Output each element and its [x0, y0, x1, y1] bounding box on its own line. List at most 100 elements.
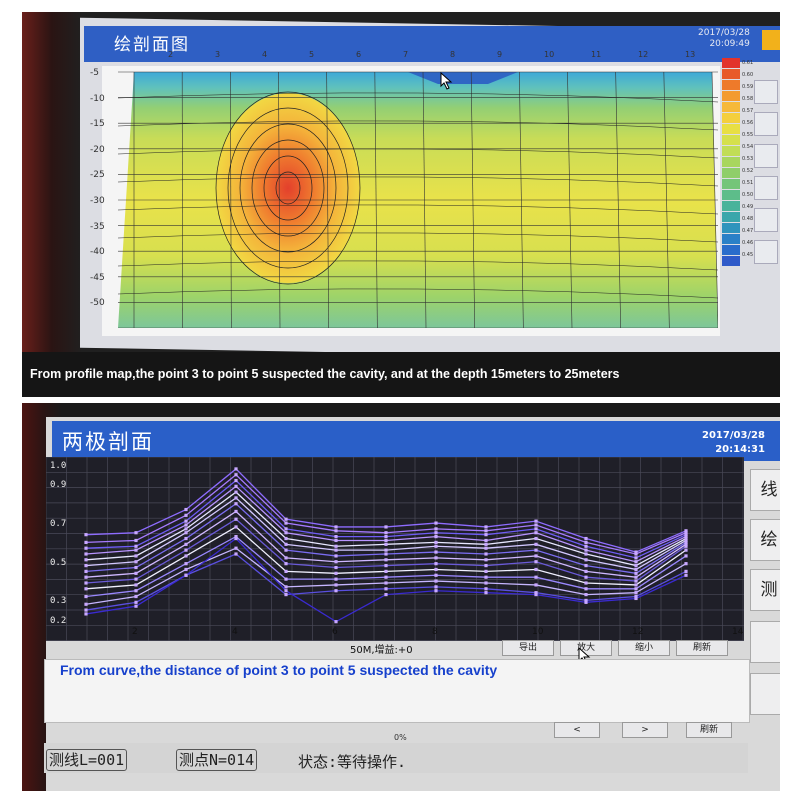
data-point: [334, 548, 338, 552]
data-point: [234, 502, 238, 506]
data-point: [134, 604, 138, 608]
data-point: [484, 552, 488, 556]
contour-line: [227, 107, 349, 269]
refresh-list-button[interactable]: 刷新: [686, 722, 732, 738]
data-point: [334, 560, 338, 564]
data-point: [184, 531, 188, 535]
data-point: [434, 550, 438, 554]
data-point: [484, 575, 488, 579]
data-point: [184, 573, 188, 577]
y-tick: 0.5: [50, 557, 67, 568]
right-button-4[interactable]: [750, 621, 780, 663]
data-point: [284, 527, 288, 531]
colorbar-label: 0.51: [742, 180, 754, 186]
right-button-5[interactable]: [750, 673, 780, 715]
profile-caption-bar: [22, 352, 780, 397]
data-point: [284, 593, 288, 597]
data-point: [584, 544, 588, 548]
side-button-3[interactable]: [754, 144, 778, 168]
contour-line: [118, 204, 718, 215]
data-point: [384, 575, 388, 579]
side-button-2[interactable]: [754, 112, 778, 136]
data-point: [434, 527, 438, 531]
profile-date: 2017/03/28: [698, 28, 750, 38]
data-point: [384, 587, 388, 591]
side-button-1[interactable]: [754, 80, 778, 104]
data-point: [334, 565, 338, 570]
data-point: [534, 567, 538, 572]
data-point: [334, 620, 338, 624]
data-point: [534, 527, 538, 531]
colorbar-cell: [722, 190, 740, 200]
next-button[interactable]: >: [622, 722, 668, 738]
data-point: [134, 589, 138, 593]
profile-title: 绘剖面图: [114, 35, 190, 55]
data-point: [534, 554, 538, 558]
survey-line-field: 测线L=001: [46, 749, 128, 771]
colorbar-label: 0.49: [742, 204, 754, 210]
y-tick: 0.7: [50, 519, 67, 529]
prev-button[interactable]: <: [554, 722, 600, 738]
curve-title-bar: [52, 421, 780, 461]
colorbar-cell: [722, 135, 740, 145]
data-point: [334, 583, 338, 587]
y-tick: 0.3: [50, 596, 67, 607]
side-button-6[interactable]: [754, 240, 778, 264]
curve-caption: From curve,the distance of point 3 to po…: [60, 662, 498, 678]
data-point: [184, 527, 188, 531]
x-tick: 12: [632, 627, 644, 637]
curve-time: 20:14:31: [715, 444, 765, 455]
data-point: [534, 531, 538, 535]
export-button[interactable]: 导出: [502, 640, 554, 656]
data-point: [534, 575, 538, 579]
y-tick: -5: [90, 68, 99, 78]
data-point: [484, 538, 488, 543]
zoom-out-button[interactable]: 缩小: [618, 640, 670, 656]
curve-title: 两极剖面: [62, 430, 154, 454]
data-point: [134, 531, 138, 535]
y-tick: -25: [90, 170, 105, 181]
x-tick: 10: [544, 50, 555, 59]
x-tick: 12: [638, 50, 649, 59]
right-button-measure[interactable]: 测: [750, 569, 780, 611]
data-point: [334, 577, 338, 581]
colorbar-label: 0.56: [742, 120, 754, 126]
data-point: [384, 535, 388, 539]
data-point: [384, 569, 388, 573]
data-point: [684, 569, 688, 573]
data-point: [384, 548, 388, 552]
colorbar-cell: [722, 69, 740, 79]
data-point: [184, 567, 188, 572]
data-point: [484, 529, 488, 533]
data-point: [584, 569, 588, 573]
data-point: [284, 542, 288, 546]
data-point: [284, 585, 288, 589]
data-point: [234, 484, 238, 488]
data-point: [684, 540, 688, 544]
data-point: [234, 496, 238, 500]
colorbar-cell: [722, 102, 740, 112]
data-point: [634, 552, 638, 556]
right-button-draw[interactable]: 绘: [750, 519, 780, 561]
y-tick: -50: [90, 298, 105, 309]
data-point: [434, 562, 438, 566]
x-tick: 11: [591, 50, 602, 59]
data-point: [134, 577, 138, 581]
side-button-5[interactable]: [754, 208, 778, 232]
data-point: [634, 556, 638, 560]
contour-line: [118, 148, 718, 159]
data-point: [184, 536, 188, 541]
x-tick: 8: [432, 627, 438, 637]
x-tick: 7: [403, 50, 409, 59]
data-point: [284, 562, 288, 566]
data-point: [484, 542, 488, 546]
data-point: [234, 517, 238, 521]
data-point: [184, 523, 188, 527]
right-button-line[interactable]: 线: [750, 469, 780, 511]
refresh-button[interactable]: 刷新: [676, 640, 728, 656]
colorbar-label: 0.54: [742, 144, 754, 150]
state-label: 状态:等待操作.: [298, 753, 407, 771]
side-button-4[interactable]: [754, 176, 778, 200]
data-point: [484, 546, 488, 550]
data-point: [334, 529, 338, 533]
